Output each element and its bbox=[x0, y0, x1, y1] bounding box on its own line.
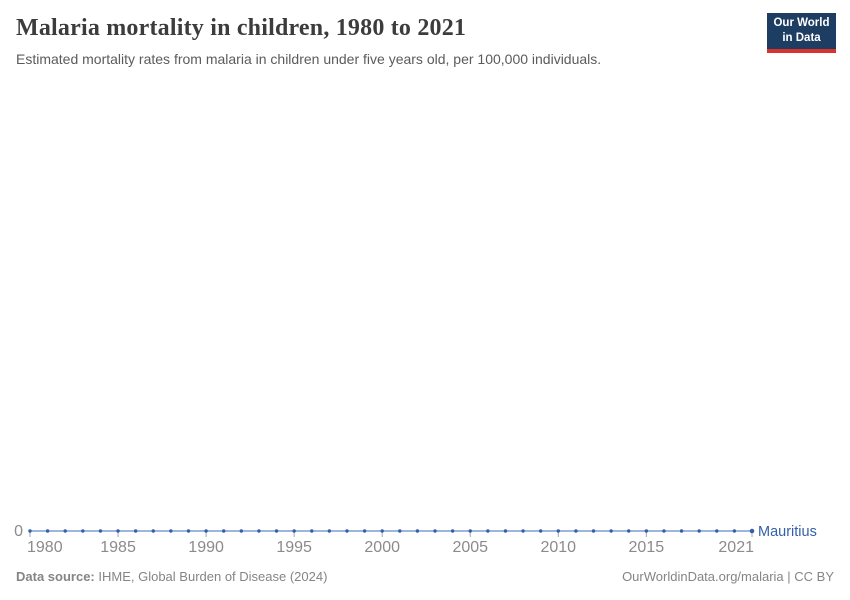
data-point[interactable] bbox=[204, 529, 208, 533]
data-point[interactable] bbox=[556, 529, 560, 533]
data-point[interactable] bbox=[732, 529, 737, 533]
data-point[interactable] bbox=[679, 529, 684, 533]
y-axis-tick-label: 0 bbox=[14, 523, 23, 540]
data-point[interactable] bbox=[662, 529, 666, 533]
chart-title: Malaria mortality in children, 1980 to 2… bbox=[16, 15, 467, 41]
x-axis-tick-label: 1995 bbox=[276, 539, 312, 556]
data-source-label: Data source: bbox=[16, 569, 95, 584]
x-axis-tick-label: 1980 bbox=[27, 539, 63, 556]
data-point[interactable] bbox=[45, 529, 50, 533]
owid-logo-line2: in Data bbox=[782, 32, 821, 44]
data-point[interactable] bbox=[151, 529, 155, 533]
data-point[interactable] bbox=[133, 529, 138, 533]
data-point[interactable] bbox=[749, 528, 755, 534]
chart-subtitle: Estimated mortality rates from malaria i… bbox=[16, 50, 602, 67]
data-point[interactable] bbox=[239, 529, 244, 533]
data-source-value: IHME, Global Burden of Disease (2024) bbox=[98, 569, 328, 584]
x-axis-tick-label: 1985 bbox=[100, 539, 136, 556]
data-source: Data source: IHME, Global Burden of Dise… bbox=[16, 569, 327, 584]
data-point[interactable] bbox=[28, 529, 32, 533]
data-point[interactable] bbox=[450, 529, 455, 533]
data-point[interactable] bbox=[310, 529, 314, 533]
chart-header: Malaria mortality in children, 1980 to 2… bbox=[16, 14, 740, 68]
data-point[interactable] bbox=[574, 529, 578, 533]
data-point[interactable] bbox=[644, 529, 649, 533]
data-point[interactable] bbox=[591, 529, 596, 533]
x-axis-tick-label: 2021 bbox=[718, 539, 754, 556]
data-point[interactable] bbox=[63, 529, 67, 533]
data-point[interactable] bbox=[98, 529, 103, 533]
data-point[interactable] bbox=[415, 529, 420, 533]
series-label[interactable]: Mauritius bbox=[758, 524, 817, 540]
data-point[interactable] bbox=[697, 529, 701, 533]
chart-footer: Data source: IHME, Global Burden of Dise… bbox=[16, 569, 834, 584]
attribution[interactable]: OurWorldinData.org/malaria | CC BY bbox=[622, 569, 834, 584]
data-point[interactable] bbox=[627, 529, 631, 533]
data-point[interactable] bbox=[503, 529, 508, 533]
data-point[interactable] bbox=[257, 529, 261, 533]
data-point[interactable] bbox=[222, 529, 226, 533]
data-point[interactable] bbox=[398, 529, 402, 533]
data-point[interactable] bbox=[380, 529, 384, 533]
x-axis-tick-label: 2005 bbox=[452, 539, 488, 556]
data-point[interactable] bbox=[169, 529, 173, 533]
data-point[interactable] bbox=[433, 529, 437, 533]
data-point[interactable] bbox=[538, 529, 543, 533]
data-point[interactable] bbox=[345, 529, 349, 533]
data-point[interactable] bbox=[327, 529, 332, 533]
x-axis-tick-label: 2000 bbox=[364, 539, 400, 556]
data-point[interactable] bbox=[116, 529, 120, 533]
x-axis-tick-label: 2015 bbox=[629, 539, 665, 556]
data-point[interactable] bbox=[486, 529, 490, 533]
data-point[interactable] bbox=[521, 529, 525, 533]
data-point[interactable] bbox=[274, 529, 279, 533]
data-point[interactable] bbox=[186, 529, 191, 533]
data-point[interactable] bbox=[362, 529, 367, 533]
owid-logo-line1: Our World bbox=[773, 17, 830, 30]
data-point[interactable] bbox=[292, 529, 296, 533]
data-point[interactable] bbox=[468, 529, 472, 533]
data-point[interactable] bbox=[609, 529, 613, 533]
owid-logo[interactable]: Our World in Data bbox=[767, 13, 836, 53]
data-point[interactable] bbox=[715, 529, 719, 533]
data-point[interactable] bbox=[81, 529, 85, 533]
x-axis-tick-label: 2010 bbox=[540, 539, 576, 556]
x-axis-tick-label: 1990 bbox=[188, 539, 224, 556]
